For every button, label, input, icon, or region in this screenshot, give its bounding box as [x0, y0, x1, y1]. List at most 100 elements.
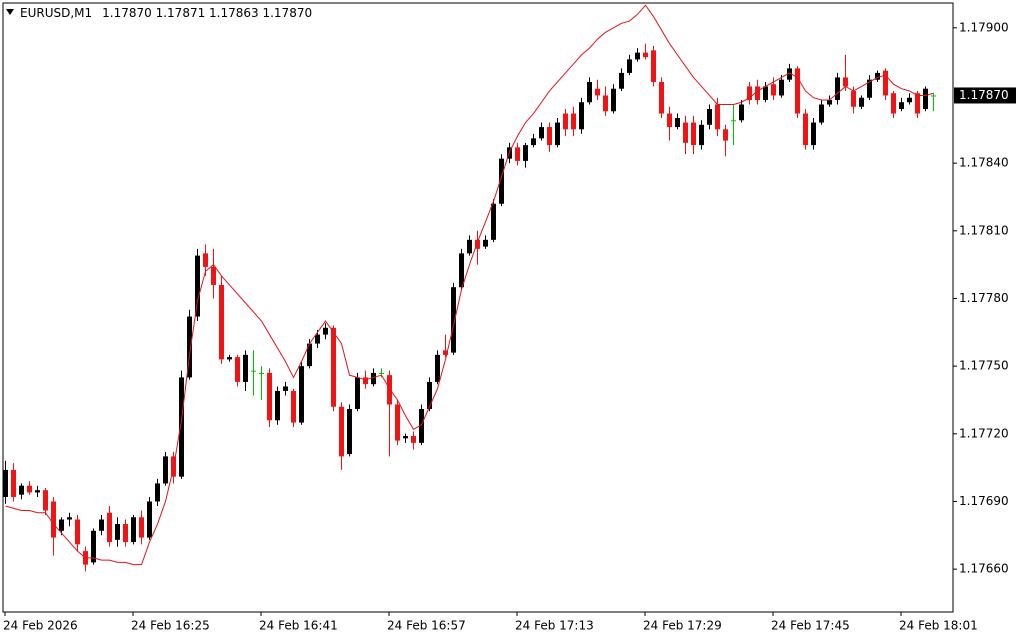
candle-body [459, 253, 464, 288]
candle-body [195, 255, 200, 317]
candle-body [11, 469, 16, 497]
candle-body [251, 370, 256, 372]
candle-body [491, 203, 496, 240]
candle-body [19, 485, 24, 495]
ohlc-info: 1.17870 1.17871 1.17863 1.17870 [102, 6, 312, 20]
candle-body [659, 81, 664, 114]
candle-body [787, 68, 792, 80]
candle-body [155, 483, 160, 502]
candle-body [915, 93, 920, 114]
candle-body [123, 524, 128, 543]
candle-body [475, 239, 480, 249]
candle-body [275, 390, 280, 421]
candle-body [3, 469, 8, 497]
candle-body [243, 354, 248, 382]
candle-body [651, 50, 656, 82]
candle-body [307, 343, 312, 367]
y-tick-label: 1.17900 [959, 20, 1009, 34]
candle-body [619, 72, 624, 89]
candle-body [219, 284, 224, 360]
candle-body [67, 517, 72, 520]
candle-body [411, 436, 416, 443]
candle-body [611, 88, 616, 112]
y-tick-label: 1.17750 [959, 359, 1009, 373]
x-tick-label: 24 Feb 17:45 [771, 619, 850, 633]
candle-body [379, 372, 384, 374]
candle-body [211, 266, 216, 285]
y-tick-label: 1.17810 [959, 223, 1009, 237]
candle-body [683, 122, 688, 143]
candle-body [371, 372, 376, 385]
candle-body [899, 102, 904, 110]
candle-body [179, 377, 184, 477]
candle-body [419, 409, 424, 443]
candle-body [131, 517, 136, 543]
candle-body [347, 409, 352, 455]
candle-body [163, 456, 168, 484]
y-tick-label: 1.17720 [959, 426, 1009, 440]
candle-body [443, 350, 448, 355]
candle-body [635, 52, 640, 60]
candle-body [803, 113, 808, 146]
candle-body [867, 79, 872, 98]
candle-body [323, 327, 328, 335]
last-price-box [954, 87, 1016, 104]
x-tick-label: 24 Feb 17:29 [643, 619, 722, 633]
x-tick-label: 24 Feb 16:57 [387, 619, 466, 633]
candle-body [763, 86, 768, 100]
candle-body [923, 88, 928, 110]
candle-body [739, 104, 744, 121]
candle-body [523, 145, 528, 161]
y-tick-label: 1.17840 [959, 156, 1009, 170]
candle-body [259, 372, 264, 374]
candle-body [795, 68, 800, 114]
candle-body [731, 120, 736, 122]
candle-body [467, 239, 472, 254]
candle-body [691, 122, 696, 146]
x-tick-label: 24 Feb 16:41 [259, 619, 338, 633]
candle-body [851, 90, 856, 107]
header: EURUSD,M1 1.17870 1.17871 1.17863 1.17870 [20, 6, 312, 20]
candle-body [235, 357, 240, 382]
candle-body [187, 316, 192, 378]
candle-body [555, 122, 560, 146]
candle-body [27, 485, 32, 493]
candle-body [59, 519, 64, 531]
candle-body [827, 99, 832, 105]
candle-body [107, 512, 112, 543]
y-tick-label: 1.17660 [959, 562, 1009, 576]
candle-body [315, 334, 320, 344]
candle-body [435, 354, 440, 382]
candle-body [363, 377, 368, 385]
candle-body [595, 88, 600, 96]
candle-body [571, 113, 576, 130]
candle-body [99, 519, 104, 531]
candle-body [835, 77, 840, 100]
x-tick-label: 24 Feb 2026 [3, 619, 78, 633]
menu-triangle[interactable] [6, 9, 14, 15]
candle-body [667, 113, 672, 128]
y-tick-label: 1.17780 [959, 291, 1009, 305]
candle-body [203, 253, 208, 267]
candle-body [707, 109, 712, 125]
candle-body [43, 490, 48, 511]
candle-body [115, 524, 120, 540]
candle-body [715, 104, 720, 130]
candle-body [907, 97, 912, 103]
candle-body [699, 124, 704, 146]
candle-body [931, 95, 936, 97]
candle-body [91, 530, 96, 563]
candle-body [563, 113, 568, 130]
x-tick-label: 24 Feb 18:01 [899, 619, 978, 633]
candle-body [547, 127, 552, 146]
candle-body [859, 97, 864, 107]
candle-body [747, 86, 752, 100]
candle-body [531, 138, 536, 146]
candle-body [891, 93, 896, 114]
candle-body [291, 390, 296, 423]
candle-body [331, 327, 336, 407]
candle-body [139, 517, 144, 538]
candle-body [35, 490, 40, 493]
candle-body [675, 118, 680, 128]
candle-body [427, 381, 432, 409]
